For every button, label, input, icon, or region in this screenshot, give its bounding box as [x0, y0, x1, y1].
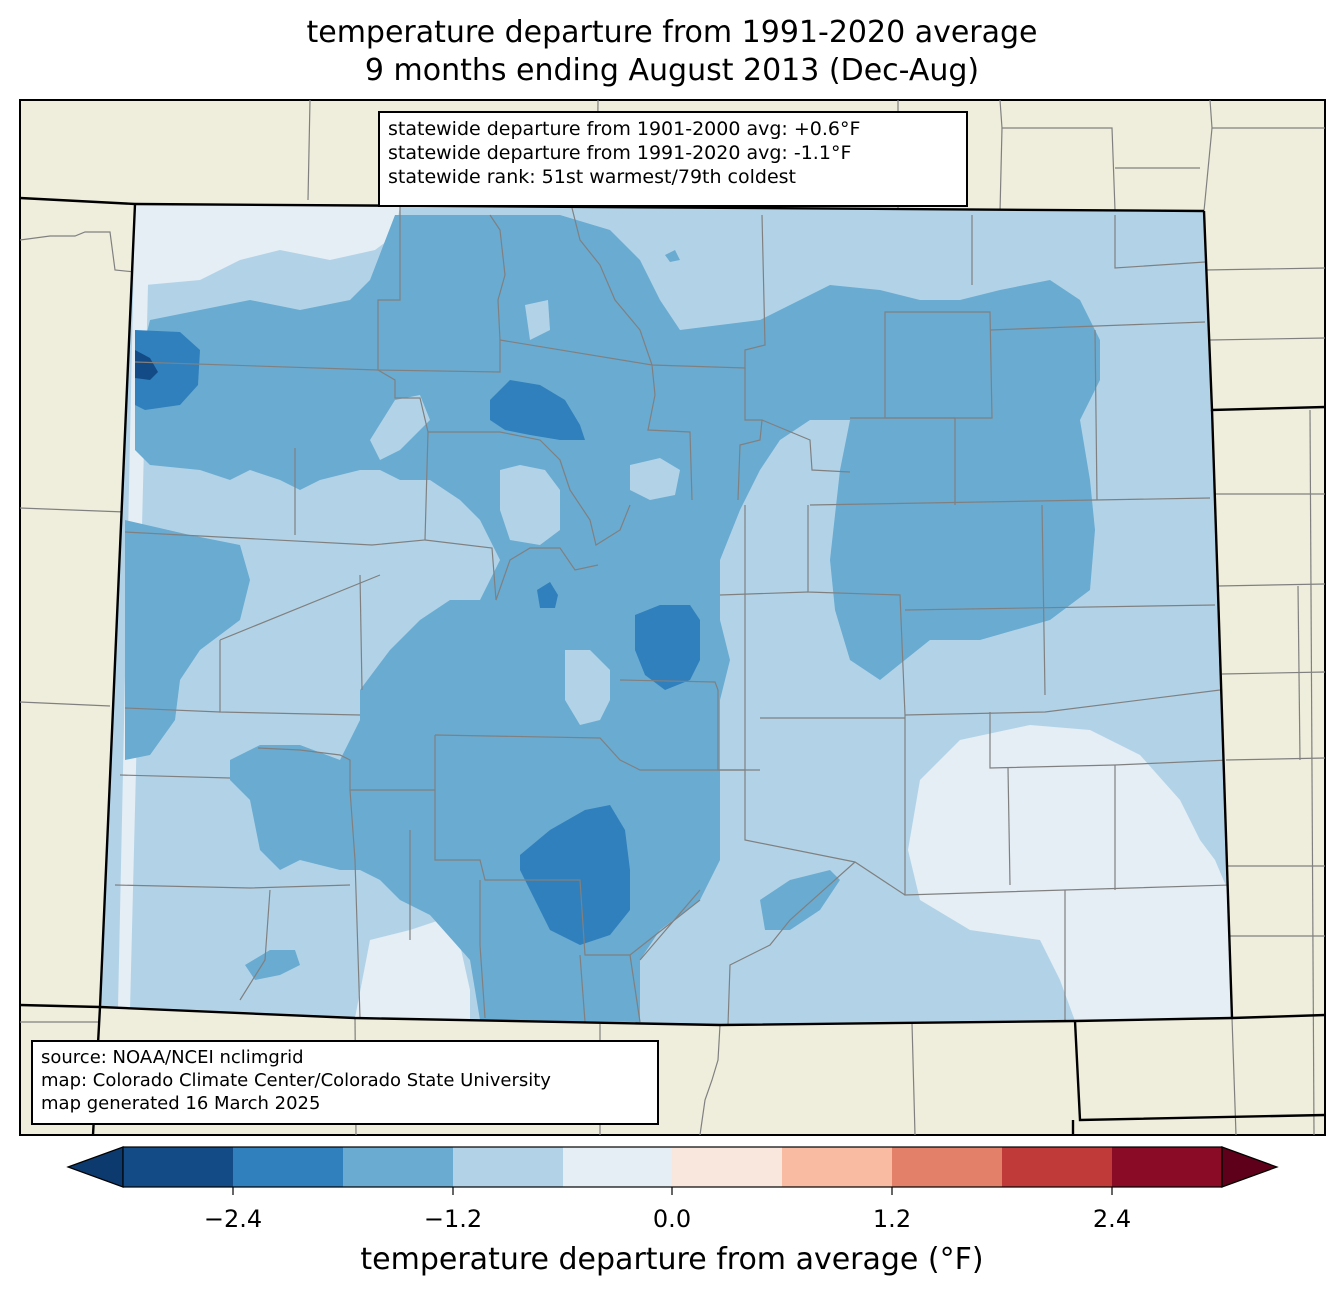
- colorbar-bin-5: [563, 1147, 672, 1187]
- class-2.4-3.0-below-nw: [135, 350, 158, 380]
- class-0.6-1.2-below-island-4: [525, 300, 550, 340]
- colorbar-tick-labels: −2.4 −1.2 0.0 1.2 2.4: [0, 1205, 1344, 1235]
- class-0.6-1.2-below-island-5: [370, 395, 430, 460]
- class-0-0.6-below-sw: [355, 920, 470, 1020]
- class-1.8-2.4-below-north: [490, 380, 585, 440]
- title-line-1: temperature departure from 1991-2020 ave…: [306, 15, 1038, 50]
- class-0.6-1.2-below-island-3: [630, 458, 680, 500]
- colorbar-tick-label-3: 0.0: [652, 1205, 692, 1233]
- class-1.2-1.8-below-sw-spot: [245, 950, 300, 980]
- class-1.2-1.8-below-west: [125, 520, 250, 760]
- class-1.2-1.8-below-main: [135, 215, 1100, 1022]
- class-0.6-1.2-below-island-2: [565, 650, 610, 725]
- source-line-2: map: Colorado Climate Center/Colorado St…: [41, 1070, 551, 1091]
- class-1.2-1.8-below-ne-spot: [665, 250, 680, 262]
- colorbar-tick-label-2: −1.2: [423, 1205, 483, 1233]
- class-1.8-2.4-below-central: [635, 605, 700, 690]
- class-0-0.6-below-se: [908, 725, 1232, 1021]
- colorbar-bin-6: [672, 1147, 782, 1187]
- colorado-county-lines: [114, 206, 1231, 1025]
- colorbar-bin-9: [1002, 1147, 1112, 1187]
- colorbar-tick-label-4: 1.2: [872, 1205, 912, 1233]
- colorbar-bin-3: [343, 1147, 453, 1187]
- stats-line-2: statewide departure from 1991-2020 avg: …: [388, 142, 852, 164]
- colorbar-extend-high: [1221, 1146, 1279, 1188]
- colorbar: [66, 1146, 1279, 1195]
- stats-line-1: statewide departure from 1901-2000 avg: …: [388, 118, 861, 140]
- class-1.8-2.4-below-small: [537, 582, 558, 608]
- class-1.8-2.4-below-nw: [135, 330, 200, 410]
- colorbar-bin-1: [123, 1147, 233, 1187]
- colorbar-bin-2: [233, 1147, 343, 1187]
- colorbar-label: temperature departure from average (°F): [360, 1242, 984, 1277]
- source-line-3: map generated 16 March 2025: [41, 1093, 321, 1114]
- colorbar-extend-low: [66, 1146, 124, 1188]
- title-line-2: 9 months ending August 2013 (Dec-Aug): [364, 53, 980, 88]
- source-box: source: NOAA/NCEI nclimgrid map: Colorad…: [31, 1040, 659, 1125]
- class-0-0.6-below-nw: [135, 204, 400, 290]
- colorbar-tick-label-1: −2.4: [203, 1205, 263, 1233]
- colorbar-bin-10: [1112, 1147, 1222, 1187]
- colorbar-bin-4: [453, 1147, 563, 1187]
- temperature-field: [100, 204, 1232, 1025]
- stats-line-3: statewide rank: 51st warmest/79th coldes…: [388, 166, 797, 188]
- class-1.2-1.8-below-se-spot: [760, 870, 840, 930]
- class-0.6-1.2-below-island-1: [500, 465, 560, 545]
- map-title: temperature departure from 1991-2020 ave…: [0, 14, 1344, 90]
- source-line-1: source: NOAA/NCEI nclimgrid: [41, 1047, 304, 1068]
- statewide-stats-box: statewide departure from 1901-2000 avg: …: [378, 111, 968, 207]
- class-1.8-2.4-below-south: [520, 805, 630, 945]
- colorbar-bin-7: [782, 1147, 892, 1187]
- colorbar-tick-label-5: 2.4: [1092, 1205, 1132, 1233]
- colorbar-bin-8: [892, 1147, 1002, 1187]
